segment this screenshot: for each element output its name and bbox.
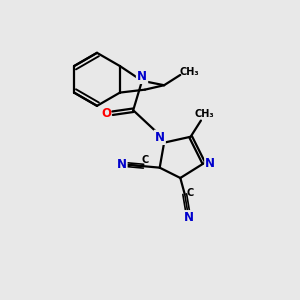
Text: N: N (184, 211, 194, 224)
Text: O: O (102, 107, 112, 120)
Text: N: N (137, 70, 147, 83)
Text: N: N (205, 157, 215, 170)
Text: N: N (155, 131, 165, 144)
Text: N: N (116, 158, 126, 171)
Text: CH₃: CH₃ (194, 109, 214, 119)
Text: C: C (141, 155, 148, 165)
Text: C: C (186, 188, 194, 198)
Text: CH₃: CH₃ (179, 67, 199, 77)
